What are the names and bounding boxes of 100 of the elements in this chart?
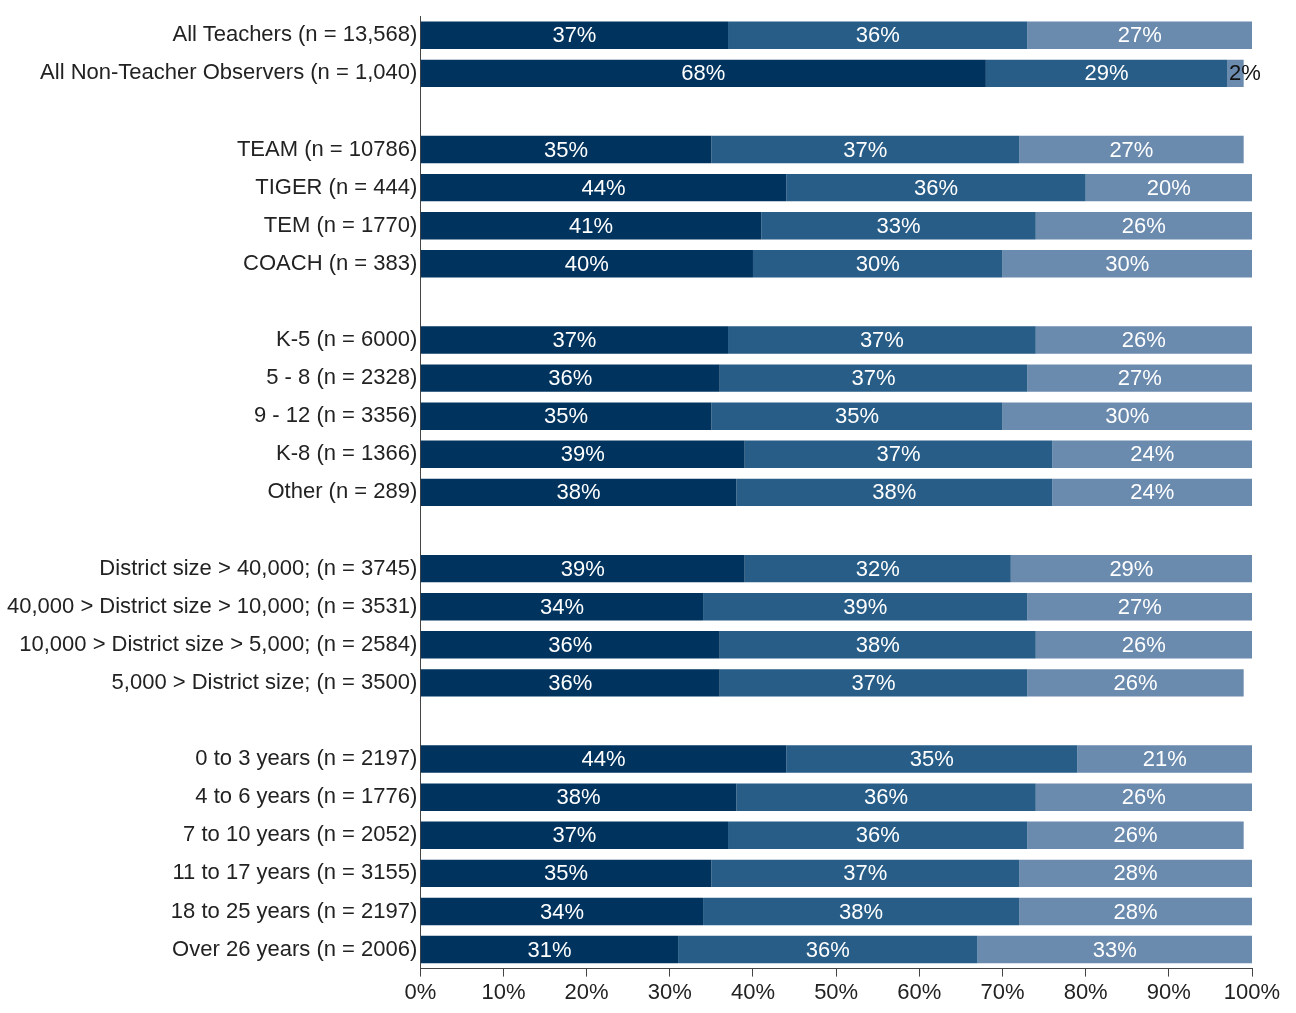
data-label: 35% [909, 746, 954, 772]
y-tick-label: 10,000 > District size > 5,000; (n = 2584) [19, 630, 418, 656]
y-tick-label: Over 26 years (n = 2006) [172, 935, 418, 961]
data-label: 28% [1113, 898, 1158, 924]
data-label: 39% [843, 593, 888, 619]
bar [420, 212, 762, 240]
data-label: 30% [1105, 250, 1150, 276]
bar [1035, 631, 1252, 659]
bar [752, 250, 1003, 278]
bar [711, 859, 1020, 888]
bar [786, 173, 1086, 202]
data-label: 38% [872, 479, 917, 505]
bar [420, 402, 712, 430]
bar [736, 478, 1053, 507]
y-tick-label: TIGER (n = 444) [255, 173, 418, 199]
y-tick-label: 18 to 25 years (n = 2197) [170, 897, 418, 923]
bar [1019, 897, 1252, 926]
y-tick-label: TEM (n = 1770) [263, 211, 418, 237]
data-label: 36% [913, 174, 958, 200]
data-label: 24% [1130, 479, 1175, 505]
data-label: 44% [581, 174, 626, 200]
bar [761, 212, 1036, 240]
data-label: 68% [681, 60, 726, 86]
bar [420, 326, 729, 354]
data-label: 26% [1121, 327, 1166, 353]
data-label: 37% [843, 860, 888, 886]
data-label: 29% [1084, 60, 1129, 86]
data-label: 37% [859, 327, 904, 353]
bar [420, 173, 787, 202]
data-label: 36% [548, 669, 593, 695]
bar [420, 135, 712, 164]
bar [1002, 402, 1252, 430]
x-tick-label: 50% [814, 978, 859, 1004]
y-tick-label: 5,000 > District size; (n = 3500) [111, 668, 418, 694]
data-label: 38% [556, 479, 601, 505]
data-label: 41% [569, 212, 614, 238]
bar [1035, 326, 1252, 354]
data-label: 21% [1142, 746, 1187, 772]
bar [1035, 212, 1252, 240]
y-tick-label: All Non-Teacher Observers (n = 1,040) [40, 59, 418, 85]
bar [1027, 821, 1244, 849]
x-tick-label: 10% [481, 978, 526, 1004]
bar [744, 440, 1053, 469]
bar [744, 554, 1011, 583]
y-tick-label: District size > 40,000; (n = 3745) [99, 554, 418, 580]
bar [719, 631, 1036, 659]
y-tick-label: TEAM (n = 10786) [236, 135, 418, 161]
data-label: 26% [1121, 631, 1166, 657]
data-label: 28% [1113, 860, 1158, 886]
data-label: 27% [1117, 365, 1162, 391]
x-tick-label: 40% [730, 978, 775, 1004]
y-tick-label: K-8 (n = 1366) [276, 440, 418, 466]
data-label: 35% [544, 860, 589, 886]
bar [1027, 364, 1252, 392]
y-tick-label: 7 to 10 years (n = 2052) [183, 821, 418, 847]
data-label: 36% [864, 784, 909, 810]
bar [711, 402, 1003, 430]
data-label: 27% [1109, 136, 1154, 162]
data-label: 31% [527, 936, 572, 962]
y-tick-label: 5 - 8 (n = 2328) [266, 364, 418, 390]
bar [786, 745, 1078, 773]
bar [977, 935, 1252, 964]
data-label: 37% [552, 22, 597, 48]
y-tick-label: Other (n = 289) [267, 478, 418, 504]
data-label: 30% [855, 250, 900, 276]
y-tick-label: All Teachers (n = 13,568) [172, 21, 418, 47]
data-label: 26% [1113, 669, 1158, 695]
x-tick-label: 0% [404, 978, 437, 1004]
bar [678, 935, 978, 964]
data-label: 35% [544, 136, 589, 162]
bar [985, 59, 1228, 88]
data-label: 35% [834, 403, 879, 429]
data-label: 39% [560, 555, 605, 581]
y-tick-label: COACH (n = 383) [243, 249, 418, 275]
data-label: 36% [855, 22, 900, 48]
x-tick-label: 70% [980, 978, 1025, 1004]
data-label: 26% [1121, 784, 1166, 810]
data-label: 29% [1109, 555, 1154, 581]
y-tick-label: 4 to 6 years (n = 1776) [195, 783, 418, 809]
bar [1027, 21, 1252, 49]
data-label: 38% [556, 784, 601, 810]
data-label: 36% [805, 936, 850, 962]
bar [420, 364, 720, 392]
data-label: 37% [843, 136, 888, 162]
bar [420, 897, 704, 926]
bar [703, 592, 1028, 621]
bar [420, 250, 753, 278]
bar [420, 631, 720, 659]
bar [420, 669, 720, 697]
bar [728, 21, 1028, 49]
data-label: 37% [552, 327, 597, 353]
bar [1019, 859, 1252, 888]
x-tick-label: 100% [1223, 978, 1281, 1004]
bar [703, 897, 1020, 926]
y-tick-label: K-5 (n = 6000) [276, 326, 418, 352]
bar [420, 745, 787, 773]
bar [1019, 135, 1244, 164]
data-label: 38% [839, 898, 884, 924]
data-label: 40% [564, 250, 609, 276]
bar [1027, 592, 1252, 621]
